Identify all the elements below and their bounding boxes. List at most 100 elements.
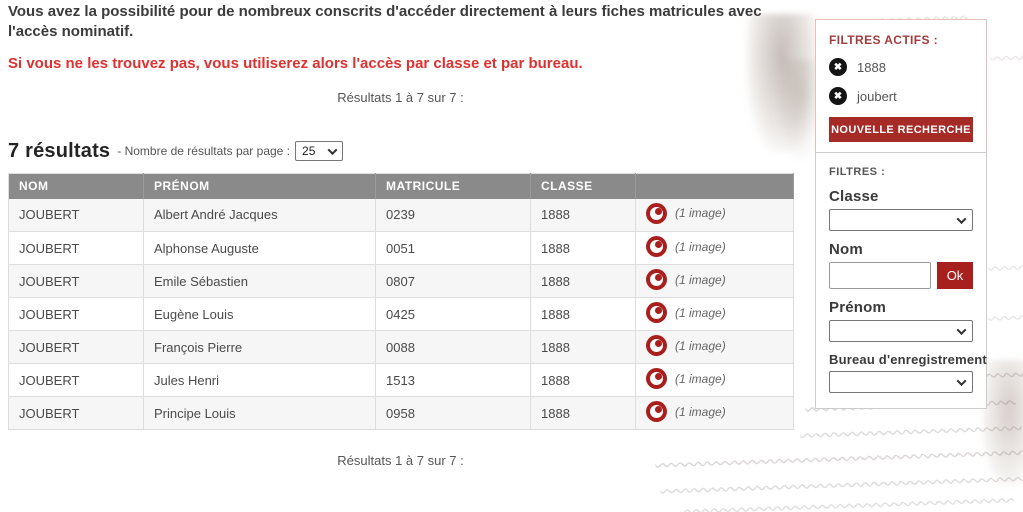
chevron-down-icon [956, 324, 967, 335]
per-page-label: - Nombre de résultats par page : [117, 144, 291, 158]
cell-matricule: 0088 [375, 330, 531, 364]
cell-nom: JOUBERT [8, 396, 144, 430]
view-record-link[interactable]: (1 image) [646, 269, 726, 290]
active-filter-chip[interactable]: ✖ joubert [829, 87, 973, 105]
table-row: JOUBERT Albert André Jacques 0239 1888 (… [8, 198, 794, 232]
cell-nom: JOUBERT [8, 231, 144, 265]
cell-images: (1 image) [635, 363, 794, 397]
chevron-down-icon [327, 144, 338, 155]
view-record-link[interactable]: (1 image) [646, 368, 726, 389]
image-count-label: (1 image) [675, 305, 726, 320]
cell-classe: 1888 [530, 198, 636, 232]
view-record-icon[interactable] [646, 302, 667, 323]
prenom-label: Prénom [829, 299, 887, 316]
cell-nom: JOUBERT [8, 363, 144, 397]
view-record-link[interactable]: (1 image) [646, 302, 726, 323]
cell-classe: 1888 [530, 330, 636, 364]
image-count-label: (1 image) [675, 206, 726, 221]
cell-nom: JOUBERT [8, 330, 144, 364]
main-content: Vous avez la possibilité pour de nombreu… [8, 0, 794, 468]
active-filter-label: joubert [857, 88, 897, 104]
column-header-nom: NOM [8, 173, 144, 199]
results-count: 7 résultats [8, 139, 111, 162]
bureau-label: Bureau d'enregistrement [829, 352, 987, 367]
nom-label: Nom [829, 241, 863, 258]
bureau-select[interactable] [829, 371, 973, 393]
cell-images: (1 image) [635, 396, 794, 430]
intro-paragraph: Vous avez la possibilité pour de nombreu… [8, 3, 762, 40]
ok-button[interactable]: Ok [937, 262, 973, 289]
active-filters-panel: FILTRES ACTIFS : ✖ 1888 ✖ joubert NOUVEL… [815, 19, 987, 157]
results-range-bottom: Résultats 1 à 7 sur 7 : [337, 453, 464, 468]
cell-prenom: Albert André Jacques [143, 198, 376, 232]
chevron-down-icon [956, 213, 967, 224]
active-filters-title: FILTRES ACTIFS : [829, 33, 939, 47]
cell-nom: JOUBERT [8, 297, 144, 331]
remove-filter-icon[interactable]: ✖ [829, 87, 847, 105]
table-header-row: NOM PRÉNOM MATRICULE CLASSE [8, 173, 794, 199]
active-filter-chip[interactable]: ✖ 1888 [829, 58, 973, 76]
cell-prenom: Jules Henri [143, 363, 376, 397]
results-table: NOM PRÉNOM MATRICULE CLASSE JOUBERT Albe… [8, 173, 794, 430]
table-row: JOUBERT Principe Louis 0958 1888 (1 imag… [8, 396, 794, 430]
view-record-link[interactable]: (1 image) [646, 236, 726, 257]
per-page-value: 25 [302, 144, 316, 158]
image-count-label: (1 image) [675, 404, 726, 419]
cell-images: (1 image) [635, 198, 794, 232]
view-record-link[interactable]: (1 image) [646, 401, 726, 422]
view-record-icon[interactable] [646, 335, 667, 356]
per-page-select[interactable]: 25 [295, 141, 344, 161]
cell-matricule: 0958 [375, 396, 531, 430]
table-row: JOUBERT François Pierre 0088 1888 (1 ima… [8, 330, 794, 364]
column-header-prenom: PRÉNOM [143, 173, 376, 199]
cell-classe: 1888 [530, 396, 636, 430]
faded-photo-portrait [982, 360, 1023, 485]
view-record-link[interactable]: (1 image) [646, 202, 726, 224]
remove-filter-icon[interactable]: ✖ [829, 58, 847, 76]
image-count-label: (1 image) [675, 371, 726, 386]
table-row: JOUBERT Alphonse Auguste 0051 1888 (1 im… [8, 231, 794, 265]
table-row: JOUBERT Eugène Louis 0425 1888 (1 image) [8, 297, 794, 331]
table-row: JOUBERT Emile Sébastien 0807 1888 (1 ima… [8, 264, 794, 298]
intro-warning-paragraph: Si vous ne les trouvez pas, vous utilise… [8, 55, 583, 72]
cell-classe: 1888 [530, 363, 636, 397]
view-record-icon[interactable] [646, 202, 667, 224]
chevron-down-icon [956, 375, 967, 386]
active-filter-label: 1888 [857, 59, 886, 75]
view-record-icon[interactable] [646, 401, 667, 422]
cell-images: (1 image) [635, 330, 794, 364]
view-record-icon[interactable] [646, 236, 667, 257]
nom-input[interactable] [829, 262, 931, 289]
column-header-matricule: MATRICULE [375, 173, 531, 199]
cell-matricule: 0051 [375, 231, 531, 265]
cell-classe: 1888 [530, 231, 636, 265]
cell-nom: JOUBERT [8, 264, 144, 298]
view-record-icon[interactable] [646, 269, 667, 290]
cell-matricule: 0807 [375, 264, 531, 298]
prenom-select[interactable] [829, 320, 973, 342]
cell-prenom: Alphonse Auguste [143, 231, 376, 265]
results-range-top: Résultats 1 à 7 sur 7 : [337, 90, 464, 105]
image-count-label: (1 image) [675, 338, 726, 353]
results-table-body: JOUBERT Albert André Jacques 0239 1888 (… [8, 198, 794, 430]
filters-panel: FILTRES : Classe Nom Ok Prénom Bureau d'… [815, 152, 987, 409]
table-row: JOUBERT Jules Henri 1513 1888 (1 image) [8, 363, 794, 397]
cell-nom: JOUBERT [8, 198, 144, 232]
column-header-images [635, 173, 794, 199]
view-record-link[interactable]: (1 image) [646, 335, 726, 356]
classe-label: Classe [829, 188, 879, 205]
classe-select[interactable] [829, 209, 973, 231]
cell-matricule: 0239 [375, 198, 531, 232]
cell-prenom: François Pierre [143, 330, 376, 364]
cell-prenom: Eugène Louis [143, 297, 376, 331]
cell-prenom: Principe Louis [143, 396, 376, 430]
cell-images: (1 image) [635, 264, 794, 298]
results-bar: 7 résultats - Nombre de résultats par pa… [8, 138, 793, 164]
column-header-classe: CLASSE [530, 173, 636, 199]
cell-classe: 1888 [530, 264, 636, 298]
view-record-icon[interactable] [646, 368, 667, 389]
cell-images: (1 image) [635, 231, 794, 265]
filters-title: FILTRES : [829, 166, 886, 178]
image-count-label: (1 image) [675, 272, 726, 287]
new-search-button[interactable]: NOUVELLE RECHERCHE [829, 117, 973, 142]
